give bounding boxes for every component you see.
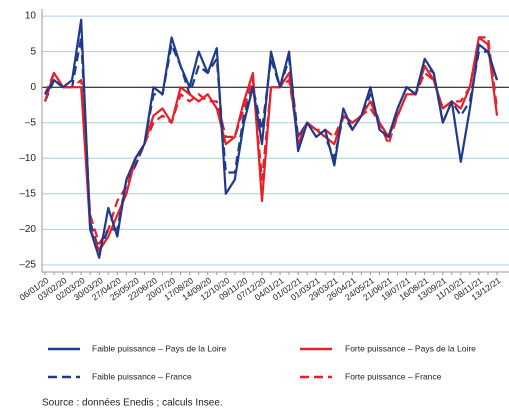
y-tick-label: –15: [19, 188, 36, 199]
y-tick-label: –10: [19, 153, 36, 164]
data-line: [44, 18, 499, 259]
data-line: [43, 36, 499, 245]
data-line: [43, 36, 499, 252]
y-tick-label: –20: [19, 224, 36, 235]
y-tick-label: –5: [25, 117, 37, 128]
legend-label: Faible puissance – France: [92, 371, 192, 381]
y-tick-label: 10: [25, 11, 37, 22]
y-tick-label: –25: [19, 260, 36, 271]
source-note: Source : données Enedis ; calculs Insee.: [42, 398, 223, 409]
y-tick-label: 0: [30, 82, 36, 93]
legend-label: Forte puissance – France: [345, 371, 442, 381]
legend-label: Forte puissance – Pays de la Loire: [345, 343, 476, 353]
legend-label: Faible puissance – Pays de la Loire: [92, 343, 226, 353]
y-tick-label: 5: [30, 46, 36, 57]
